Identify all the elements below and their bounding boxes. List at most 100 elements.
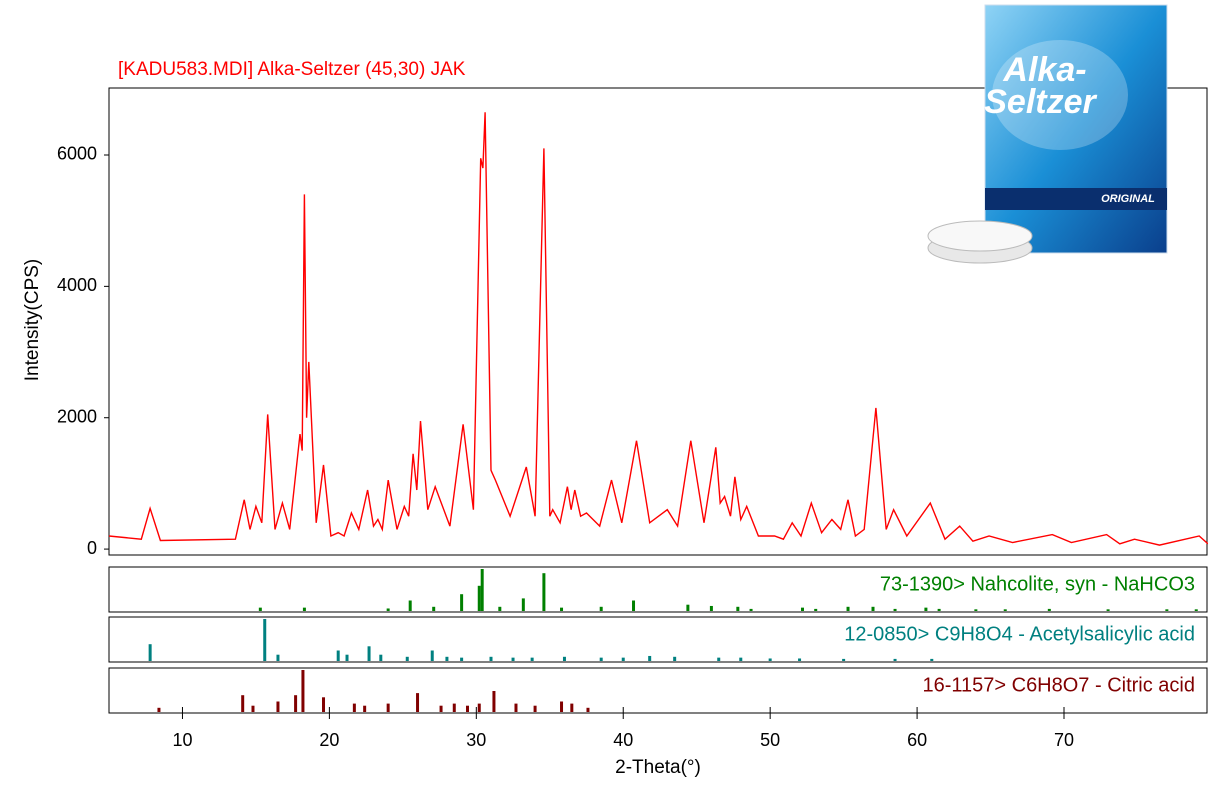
reference-stick <box>736 606 740 611</box>
x-tick-label: 70 <box>1054 730 1074 750</box>
reference-stick <box>489 656 493 661</box>
reference-stick <box>492 691 496 712</box>
reference-stick <box>439 705 443 712</box>
reference-stick <box>632 600 636 611</box>
reference-stick <box>322 697 326 712</box>
reference-stick <box>800 607 804 611</box>
reference-stick <box>416 693 420 712</box>
reference-stick <box>294 695 298 712</box>
product-brand: Seltzer <box>984 83 1097 121</box>
y-tick-label: 0 <box>87 538 97 558</box>
reference-stick <box>521 598 525 611</box>
reference-stick <box>560 701 564 712</box>
reference-stick <box>1106 609 1110 611</box>
reference-stick <box>814 608 818 611</box>
reference-stick <box>465 705 469 712</box>
reference-stick <box>405 656 409 661</box>
reference-stick <box>432 606 436 611</box>
reference-stick <box>276 701 280 712</box>
reference-label: 12-0850> C9H8O4 - Acetylsalicylic acid <box>844 623 1195 645</box>
y-axis-title: Intensity(CPS) <box>22 259 43 381</box>
reference-stick <box>842 658 846 661</box>
reference-stick <box>408 600 412 611</box>
reference-stick <box>893 608 897 611</box>
reference-stick <box>258 607 262 611</box>
product-badge: ORIGINAL <box>1101 193 1155 205</box>
reference-stick <box>514 703 518 712</box>
chart-title: [KADU583.MDI] Alka-Seltzer (45,30) JAK <box>118 59 466 80</box>
y-tick-label: 2000 <box>57 406 97 426</box>
reference-label: 73-1390> Nahcolite, syn - NaHCO3 <box>880 573 1195 595</box>
y-tick-label: 4000 <box>57 275 97 295</box>
reference-stick <box>739 657 743 661</box>
reference-stick <box>673 656 677 661</box>
reference-stick <box>530 657 534 661</box>
reference-stick <box>452 703 456 712</box>
reference-stick <box>379 654 383 661</box>
reference-stick <box>542 573 546 611</box>
product-band <box>985 188 1167 210</box>
x-tick-label: 60 <box>907 730 927 750</box>
reference-stick <box>386 703 390 712</box>
reference-stick <box>460 594 464 611</box>
reference-stick <box>798 658 802 661</box>
reference-stick <box>430 650 434 661</box>
y-tick-label: 6000 <box>57 144 97 164</box>
reference-stick <box>352 703 356 712</box>
reference-stick <box>599 606 603 611</box>
reference-stick <box>1047 608 1051 611</box>
product-box <box>984 4 1168 254</box>
reference-label: 16-1157> C6H8O7 - Citric acid <box>922 674 1195 696</box>
reference-stick <box>1003 609 1007 611</box>
x-tick-label: 10 <box>172 730 192 750</box>
x-tick-label: 20 <box>319 730 339 750</box>
reference-stick <box>570 703 574 712</box>
reference-stick <box>386 608 390 611</box>
plot-area: 0 2000 4000 6000 73-1390> Nahcolite, syn - N… <box>57 87 1208 750</box>
reference-stick <box>974 609 978 611</box>
reference-stick <box>477 703 481 712</box>
x-axis-title: 2-Theta(°) <box>615 757 701 778</box>
reference-stick <box>709 605 713 611</box>
reference-stick <box>749 608 753 611</box>
reference-panel <box>108 566 1208 613</box>
reference-stick <box>276 654 280 661</box>
reference-stick <box>460 657 464 661</box>
product-image: Alka- Seltzer ORIGINAL <box>927 4 1168 264</box>
reference-stick <box>301 670 305 712</box>
reference-stick <box>648 655 652 661</box>
reference-stick <box>302 607 306 611</box>
product-brand: Alka- <box>1002 51 1086 89</box>
reference-stick <box>924 607 928 611</box>
reference-stick <box>621 657 625 661</box>
x-tick-label: 40 <box>613 730 633 750</box>
reference-stick <box>363 705 367 712</box>
diffraction-line <box>108 112 1208 546</box>
reference-stick <box>599 657 603 661</box>
x-tick-label: 30 <box>466 730 486 750</box>
reference-stick <box>893 658 897 661</box>
reference-stick <box>336 650 340 661</box>
reference-stick <box>157 707 161 712</box>
reference-stick <box>148 644 152 661</box>
product-swoosh <box>992 40 1128 150</box>
reference-stick <box>367 646 371 661</box>
reference-stick <box>930 658 934 661</box>
reference-stick <box>480 569 484 611</box>
reference-stick <box>477 585 481 611</box>
reference-stick <box>1194 609 1198 611</box>
reference-stick <box>1165 609 1169 611</box>
reference-stick <box>498 606 502 611</box>
plot-frame <box>108 87 1208 556</box>
reference-stick <box>846 606 850 611</box>
reference-stick <box>871 606 875 611</box>
reference-stick <box>560 607 564 611</box>
reference-stick <box>768 658 772 661</box>
reference-panel <box>108 616 1208 663</box>
reference-stick <box>241 695 245 712</box>
reference-stick <box>445 656 449 661</box>
reference-stick <box>717 657 721 661</box>
reference-stick <box>251 705 255 712</box>
reference-stick <box>511 657 515 661</box>
